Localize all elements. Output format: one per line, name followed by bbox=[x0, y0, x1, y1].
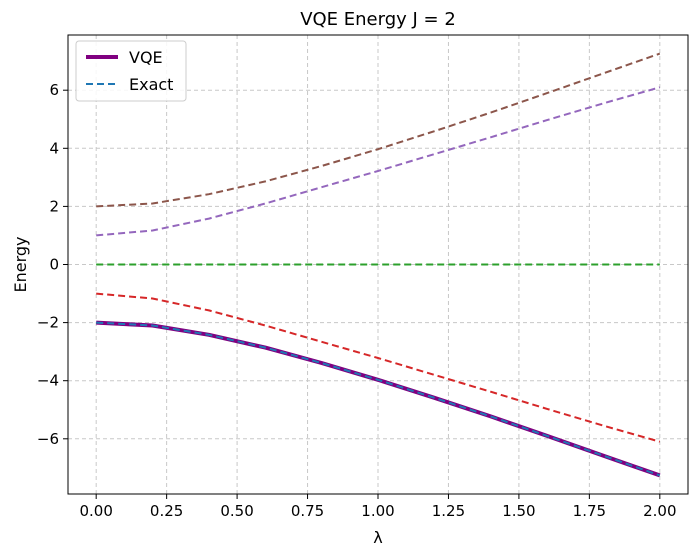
legend: VQE Exact bbox=[75, 40, 187, 102]
y-tick-label: −4 bbox=[37, 372, 59, 390]
x-tick-label: 1.00 bbox=[361, 502, 394, 520]
series-line-1 bbox=[96, 321, 661, 477]
x-tick-label: 0.50 bbox=[220, 502, 253, 520]
y-tick-label: 0 bbox=[49, 256, 59, 274]
y-axis-label: Energy bbox=[11, 236, 30, 292]
series-line-2 bbox=[96, 292, 661, 443]
x-tick-label: 1.25 bbox=[432, 502, 465, 520]
y-tick-label: −6 bbox=[37, 430, 59, 448]
x-axis-ticks: 0.00 0.25 0.50 0.75 1.00 1.25 1.50 1.75 2.00 bbox=[79, 494, 677, 520]
x-tick-label: 1.50 bbox=[502, 502, 535, 520]
y-tick-label: 4 bbox=[49, 139, 59, 157]
y-axis-ticks: −6 −4 −2 0 2 4 6 bbox=[37, 81, 68, 448]
x-tick-label: 0.25 bbox=[150, 502, 183, 520]
y-tick-label: 2 bbox=[49, 197, 59, 215]
x-tick-label: 1.75 bbox=[573, 502, 606, 520]
series-line-4 bbox=[96, 86, 661, 237]
x-tick-label: 0.00 bbox=[79, 502, 112, 520]
legend-label-exact: Exact bbox=[129, 75, 173, 94]
x-tick-label: 2.00 bbox=[643, 502, 676, 520]
chart-title: VQE Energy J = 2 bbox=[300, 9, 456, 30]
legend-label-vqe: VQE bbox=[129, 48, 163, 67]
x-axis-label: λ bbox=[373, 528, 382, 547]
y-tick-label: −2 bbox=[37, 314, 59, 332]
x-tick-label: 0.75 bbox=[291, 502, 324, 520]
y-tick-label: 6 bbox=[49, 81, 59, 99]
series-line-5 bbox=[96, 52, 661, 208]
series-lines bbox=[96, 52, 661, 478]
